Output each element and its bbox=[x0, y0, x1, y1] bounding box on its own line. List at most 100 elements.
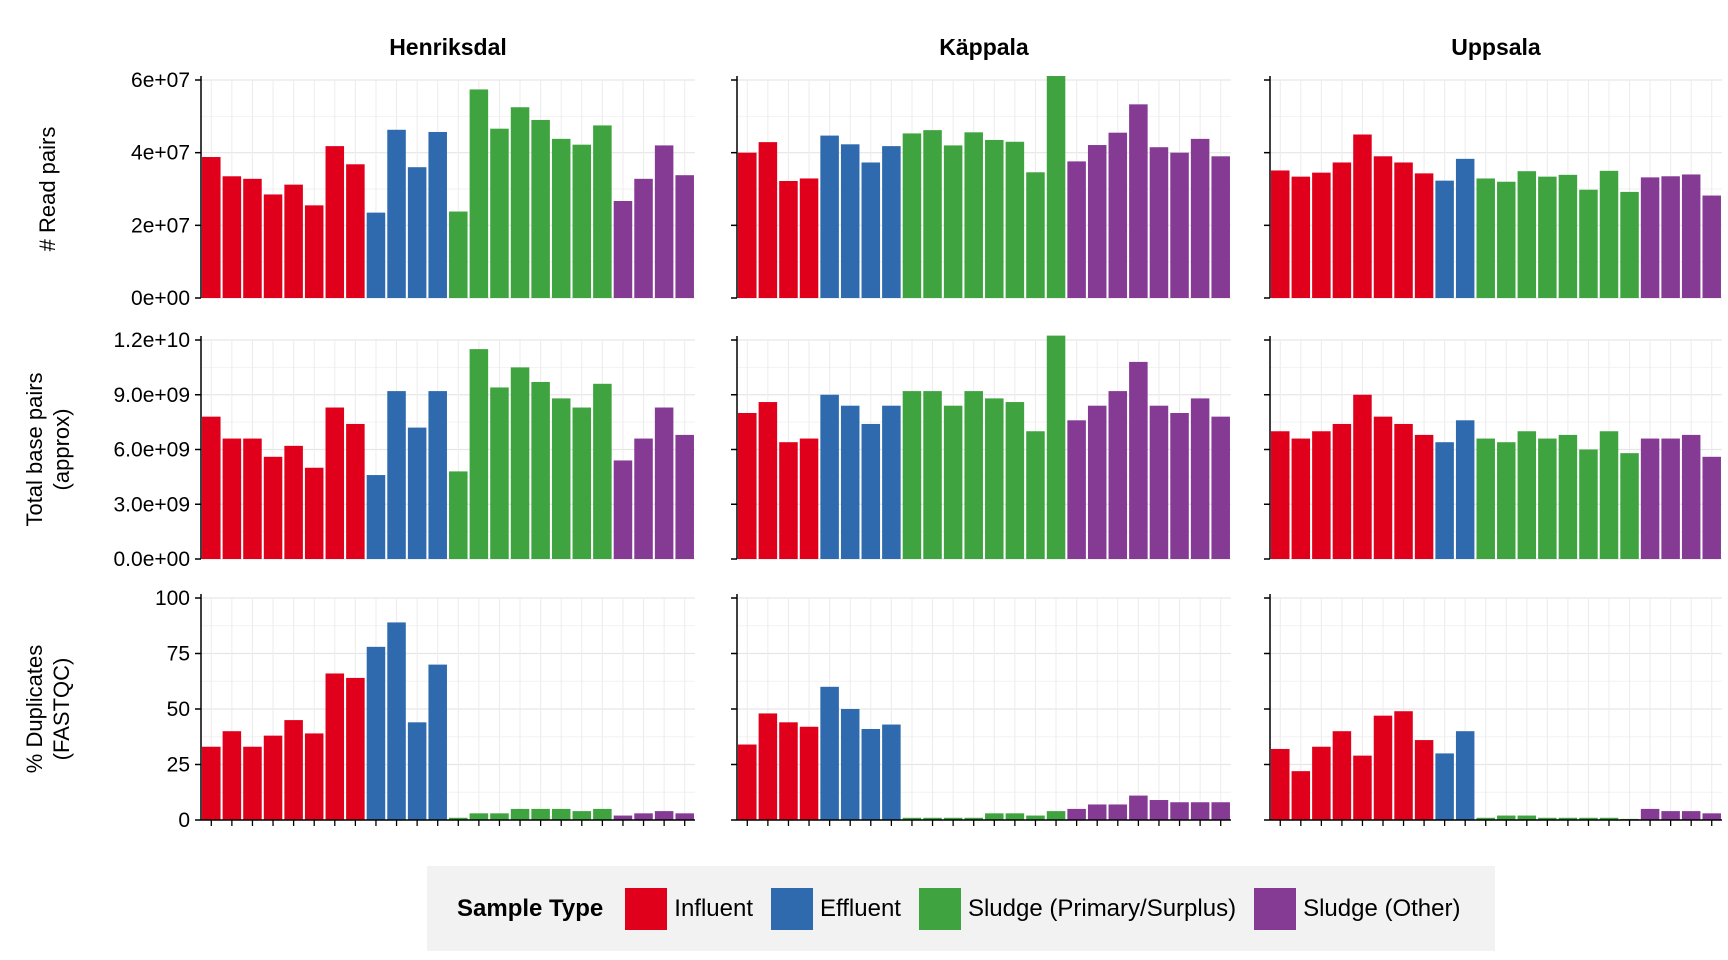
bar bbox=[387, 622, 406, 820]
bar bbox=[820, 135, 839, 298]
bar bbox=[1026, 815, 1045, 820]
bar bbox=[449, 471, 468, 559]
legend-key-effluent bbox=[771, 887, 814, 930]
bar bbox=[923, 391, 942, 559]
bar bbox=[1373, 715, 1393, 820]
bar bbox=[243, 438, 262, 559]
bar bbox=[263, 456, 283, 559]
legend-key-influent bbox=[625, 887, 668, 930]
bar bbox=[675, 813, 694, 820]
bar bbox=[1211, 156, 1230, 298]
y-axis-label-line: % Duplicates bbox=[22, 645, 47, 773]
bar bbox=[1497, 442, 1516, 559]
bar bbox=[1005, 402, 1025, 559]
bar bbox=[1661, 176, 1680, 298]
bar bbox=[758, 713, 778, 820]
y-axis-label-line: (FASTQC) bbox=[49, 658, 74, 761]
bar bbox=[738, 744, 757, 820]
bar bbox=[613, 460, 633, 559]
bar bbox=[613, 200, 633, 298]
bar bbox=[325, 407, 345, 559]
bar bbox=[799, 726, 819, 820]
bar bbox=[1005, 141, 1025, 298]
bar bbox=[985, 398, 1004, 559]
bar bbox=[985, 813, 1004, 820]
bar bbox=[1067, 161, 1086, 298]
bar bbox=[1579, 817, 1598, 820]
bar bbox=[1702, 813, 1721, 820]
bar bbox=[1476, 178, 1495, 298]
bar bbox=[284, 184, 303, 298]
bar bbox=[531, 119, 550, 298]
bar bbox=[263, 735, 283, 820]
bar bbox=[840, 709, 860, 820]
bar bbox=[531, 808, 550, 820]
bar bbox=[346, 677, 365, 820]
legend: Sample Type Influent Effluent Sludge (Pr… bbox=[427, 866, 1495, 951]
bar bbox=[346, 423, 365, 559]
bar bbox=[1640, 438, 1660, 559]
bar bbox=[1149, 147, 1169, 298]
bar bbox=[1599, 170, 1619, 298]
legend-item-sludge-other: Sludge (Other) bbox=[1254, 887, 1461, 930]
bar bbox=[758, 402, 778, 559]
bar bbox=[1661, 438, 1680, 559]
bar bbox=[779, 442, 798, 559]
bar bbox=[1538, 438, 1557, 559]
bar bbox=[1291, 438, 1311, 559]
y-tick-label: 50 bbox=[167, 698, 190, 721]
bar bbox=[902, 133, 922, 298]
bar bbox=[366, 475, 386, 559]
bar bbox=[1414, 173, 1434, 298]
bar bbox=[634, 178, 653, 298]
bar bbox=[1497, 815, 1516, 820]
bar bbox=[1353, 394, 1372, 559]
bar bbox=[449, 211, 468, 298]
bar bbox=[1558, 817, 1578, 820]
y-tick-label: 75 bbox=[167, 643, 190, 666]
y-tick-label: 6.0e+09 bbox=[114, 439, 191, 462]
bar bbox=[490, 813, 509, 820]
bar bbox=[469, 349, 489, 559]
bar bbox=[449, 817, 468, 820]
y-tick-label: 0 bbox=[178, 809, 190, 832]
y-axis-label-line: # Read pairs bbox=[35, 127, 60, 252]
bar bbox=[1681, 811, 1701, 820]
bar bbox=[1620, 453, 1639, 559]
bar bbox=[202, 416, 221, 559]
bar bbox=[1394, 423, 1413, 559]
bar bbox=[1414, 740, 1434, 820]
bar bbox=[1190, 138, 1210, 298]
bar bbox=[325, 673, 345, 820]
bar bbox=[202, 157, 221, 298]
bar bbox=[243, 746, 262, 820]
bar bbox=[222, 438, 242, 559]
bar bbox=[551, 398, 571, 559]
bar bbox=[861, 423, 881, 559]
bar bbox=[510, 367, 530, 559]
bar bbox=[1108, 804, 1128, 820]
bar bbox=[1394, 711, 1413, 820]
bar bbox=[1517, 171, 1537, 298]
bar bbox=[964, 817, 983, 820]
bar bbox=[1579, 189, 1598, 298]
bar bbox=[1599, 817, 1619, 820]
bar bbox=[840, 405, 860, 559]
bar bbox=[1517, 431, 1537, 559]
bar bbox=[1005, 813, 1025, 820]
bar bbox=[1599, 431, 1619, 559]
bar bbox=[1046, 811, 1066, 820]
bar bbox=[820, 394, 839, 559]
bar bbox=[284, 720, 303, 820]
bar bbox=[407, 167, 427, 298]
bar bbox=[1476, 438, 1495, 559]
bar bbox=[1170, 152, 1189, 298]
legend-label-sludge-other: Sludge (Other) bbox=[1303, 894, 1461, 922]
bar bbox=[943, 405, 963, 559]
bar bbox=[366, 646, 386, 820]
bar bbox=[1640, 808, 1660, 820]
facet-title: Käppala bbox=[939, 34, 1029, 60]
bar bbox=[1353, 134, 1372, 298]
y-tick-label: 9.0e+09 bbox=[114, 384, 191, 407]
bar bbox=[407, 427, 427, 559]
